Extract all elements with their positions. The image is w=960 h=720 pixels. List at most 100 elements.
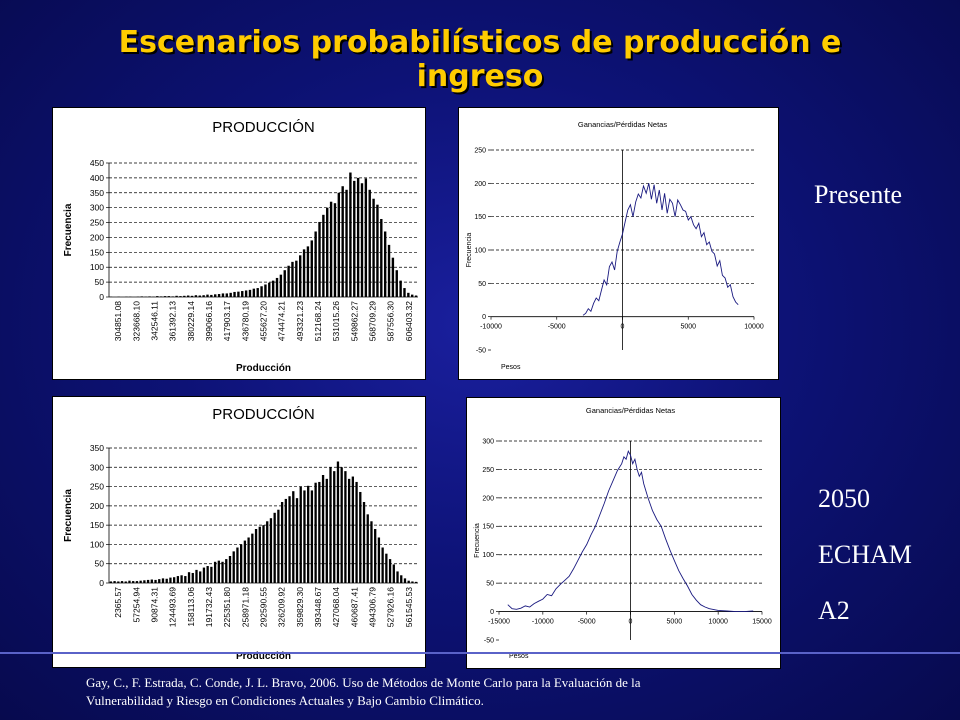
- chart-title: PRODUCCIÓN: [212, 406, 315, 423]
- bar: [158, 579, 161, 583]
- bar: [364, 178, 368, 297]
- x-tick-label: -10000: [480, 324, 502, 331]
- label-presente: Presente: [814, 180, 903, 209]
- citation-line-1: Gay, C., F. Estrada, C. Conde, J. L. Bra…: [86, 675, 641, 690]
- bar: [275, 277, 279, 297]
- bar: [117, 581, 120, 583]
- bar: [284, 498, 287, 583]
- bar: [329, 201, 333, 297]
- y-tick-label: 250: [482, 467, 494, 474]
- bar: [179, 296, 182, 297]
- x-tick-label: 531015.26: [331, 301, 341, 341]
- bar: [366, 514, 369, 583]
- bar: [190, 295, 194, 297]
- y-tick-label: 150: [90, 247, 104, 257]
- bar: [303, 490, 306, 583]
- bar: [248, 289, 252, 297]
- bar: [180, 575, 183, 583]
- bar: [353, 180, 356, 297]
- bar: [368, 189, 371, 297]
- x-tick-label: 10000: [708, 619, 728, 626]
- bar: [341, 186, 344, 297]
- x-tick-label: 393448.67: [313, 587, 323, 627]
- bar: [333, 471, 336, 583]
- bar: [161, 578, 165, 583]
- chart-title: Ganancias/Pérdidas Netas: [578, 120, 667, 129]
- x-tick-label: 561545.53: [404, 587, 414, 627]
- bar: [254, 529, 258, 583]
- bar: [329, 467, 332, 583]
- footer-divider: [0, 652, 960, 654]
- bar: [314, 482, 317, 583]
- chart-ganancias-2050-svg: Ganancias/Pérdidas Netas -50 0 50 100 150 200 2…: [474, 406, 772, 660]
- x-axis-label: Pesos: [501, 364, 521, 371]
- bar: [337, 192, 341, 297]
- bar: [225, 293, 229, 297]
- y-axis-label: Frecuencia: [63, 489, 74, 542]
- x-tick-label: 124493.69: [168, 587, 178, 627]
- bar: [395, 270, 398, 297]
- bar: [380, 218, 383, 297]
- bar: [295, 260, 298, 297]
- y-tick-label: 450: [90, 158, 104, 168]
- bar: [206, 566, 209, 583]
- x-tick-label: 427068.04: [331, 587, 341, 627]
- x-tick-label: 361392.13: [168, 301, 178, 341]
- bar: [351, 476, 355, 583]
- bar: [113, 581, 116, 583]
- x-tick-label: 399066.16: [204, 301, 214, 341]
- y-tick-label: 250: [474, 147, 486, 154]
- x-tick-label: 323668.10: [131, 301, 141, 341]
- bar: [243, 540, 247, 583]
- x-tick-label: 342546.11: [149, 301, 159, 341]
- x-tick-label: 512168.24: [313, 301, 323, 341]
- bar: [233, 291, 236, 297]
- bar: [273, 512, 276, 583]
- bar: [183, 295, 186, 297]
- x-tick-label: 0: [621, 324, 625, 331]
- bar: [307, 485, 310, 583]
- bar: [388, 559, 392, 583]
- bar: [184, 576, 187, 583]
- x-tick-label: 417903.17: [222, 301, 232, 341]
- bar: [143, 580, 146, 583]
- bar: [221, 561, 224, 583]
- x-axis-label: Producción: [236, 363, 291, 374]
- bar: [146, 579, 150, 583]
- bar: [163, 296, 167, 297]
- y-tick-label: 150: [474, 214, 486, 221]
- bar: [237, 291, 240, 297]
- y-tick-label: 300: [482, 438, 494, 445]
- chart-produccion-presente-svg: PRODUCCIÓN 0 50 100 150 200 250 300 350 400 450 Fre…: [63, 119, 418, 374]
- y-tick-label: 100: [474, 247, 486, 254]
- bar: [198, 295, 201, 297]
- x-tick-label: 494306.79: [368, 587, 378, 627]
- bar: [396, 571, 399, 583]
- bar: [148, 296, 151, 297]
- bar: [191, 572, 194, 583]
- chart-title: Ganancias/Pérdidas Netas: [586, 406, 675, 415]
- bar: [310, 490, 314, 583]
- bar: [287, 265, 290, 297]
- x-tick-label: 304851.08: [113, 301, 123, 341]
- bar: [400, 575, 403, 583]
- x-tick-label: 57254.94: [131, 587, 141, 623]
- bar: [244, 290, 248, 297]
- x-tick-label: 568709.29: [368, 301, 378, 341]
- y-axis-label: Frecuencia: [474, 523, 481, 558]
- y-tick-label: 50: [486, 581, 494, 588]
- x-axis-label: Pesos: [509, 653, 529, 660]
- bar: [336, 461, 340, 583]
- x-tick-label: 380229.14: [186, 301, 196, 341]
- bar: [232, 551, 235, 583]
- bar: [414, 581, 418, 583]
- bar: [277, 509, 280, 583]
- bar: [210, 566, 213, 583]
- y-tick-label: 100: [482, 552, 494, 559]
- bar: [210, 294, 213, 297]
- y-axis-label: Frecuencia: [466, 233, 473, 268]
- bar: [171, 296, 174, 297]
- bar: [225, 559, 228, 583]
- x-axis-label: Producción: [236, 651, 291, 662]
- bar: [383, 231, 387, 297]
